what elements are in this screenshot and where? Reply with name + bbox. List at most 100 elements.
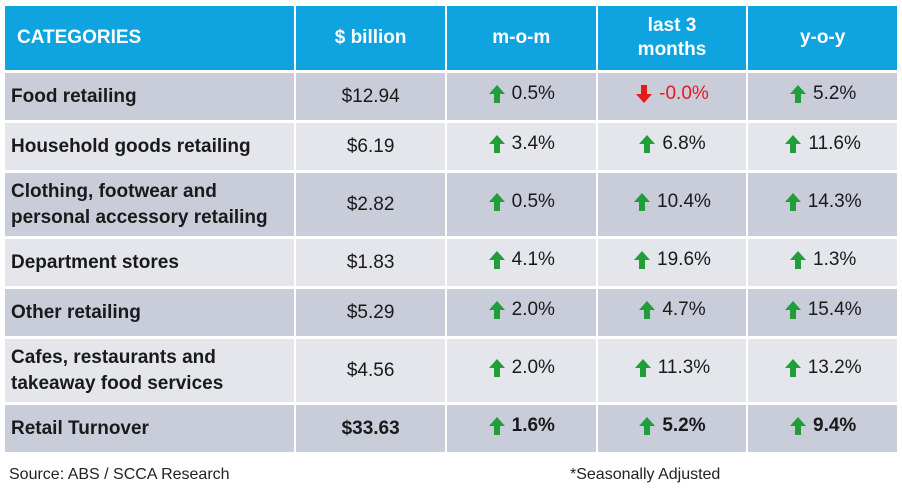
table-body: Food retailing $12.94 0.5% -0.0% 5.2% Househo… <box>5 73 897 452</box>
billion-cell: $33.63 <box>296 405 445 452</box>
billion-cell: $2.82 <box>296 173 445 236</box>
header-mom: m-o-m <box>446 6 596 70</box>
arrow-up-icon <box>638 300 656 320</box>
arrow-up-icon <box>638 134 656 154</box>
mom-cell: 0.5% <box>446 73 596 120</box>
yoy-cell: 15.4% <box>748 289 897 336</box>
yoy-value: 13.2% <box>807 357 862 378</box>
yoy-indicator: 14.3% <box>784 191 862 213</box>
arrow-up-icon <box>488 84 506 104</box>
last3-value: 10.4% <box>657 191 711 212</box>
header-row: CATEGORIES $ billion m-o-m last 3 months… <box>5 6 897 70</box>
billion-cell: $6.19 <box>296 123 445 170</box>
category-cell: Retail Turnover <box>5 405 295 452</box>
arrow-up-icon <box>784 192 802 212</box>
table-row: Department stores $1.83 4.1% 19.6% 1.3% <box>5 239 897 286</box>
billion-cell: $5.29 <box>296 289 445 336</box>
mom-cell: 0.5% <box>446 173 596 236</box>
source-note: Source: ABS / SCCA Research <box>9 466 230 483</box>
yoy-value: 9.4% <box>813 415 857 436</box>
arrow-up-icon <box>488 134 506 154</box>
mom-value: 2.0% <box>511 299 555 320</box>
category-cell: Other retailing <box>5 289 295 336</box>
arrow-up-icon <box>789 84 807 104</box>
yoy-value: 11.6% <box>808 133 861 154</box>
arrow-up-icon <box>634 358 652 378</box>
table-row: Household goods retailing $6.19 3.4% 6.8% 11… <box>5 123 897 170</box>
header-yoy: y-o-y <box>748 6 897 70</box>
category-label: Household goods retailing <box>11 135 251 157</box>
header-last3-line2: months <box>637 39 707 60</box>
mom-cell: 2.0% <box>446 339 596 402</box>
last3-cell: 19.6% <box>597 239 747 286</box>
seasonally-adjusted-note: *Seasonally Adjusted <box>570 466 721 483</box>
mom-cell: 4.1% <box>446 239 596 286</box>
table-row: Cafes, restaurants and takeaway food serv… <box>5 339 897 402</box>
mom-value: 3.4% <box>511 133 555 154</box>
arrow-up-icon <box>638 416 656 436</box>
yoy-indicator: 5.2% <box>789 83 856 105</box>
table-row: Other retailing $5.29 2.0% 4.7% 15.4% <box>5 289 897 336</box>
yoy-value: 1.3% <box>813 249 857 270</box>
billion-cell: $12.94 <box>296 73 445 120</box>
mom-indicator: 3.4% <box>488 133 555 155</box>
yoy-indicator: 9.4% <box>789 415 856 437</box>
last3-indicator: 11.3% <box>634 357 710 379</box>
category-label: takeaway food services <box>11 372 224 394</box>
arrow-up-icon <box>488 358 506 378</box>
mom-value: 0.5% <box>511 191 555 212</box>
arrow-up-icon <box>784 300 802 320</box>
table-row: Clothing, footwear and personal accessory… <box>5 173 897 236</box>
category-label: Other retailing <box>11 301 141 323</box>
billion-cell: $1.83 <box>296 239 445 286</box>
yoy-cell: 9.4% <box>748 405 897 452</box>
arrow-up-icon <box>488 192 506 212</box>
last3-indicator: 6.8% <box>638 133 706 155</box>
yoy-cell: 5.2% <box>748 73 897 120</box>
yoy-cell: 1.3% <box>748 239 897 286</box>
yoy-cell: 14.3% <box>748 173 897 236</box>
billion-cell: $4.56 <box>296 339 445 402</box>
last3-value: 6.8% <box>662 133 706 154</box>
last3-value: 19.6% <box>657 249 711 270</box>
arrow-up-icon <box>488 300 506 320</box>
yoy-cell: 11.6% <box>748 123 897 170</box>
last3-cell: -0.0% <box>597 73 747 120</box>
mom-indicator: 2.0% <box>488 299 555 321</box>
mom-cell: 3.4% <box>446 123 596 170</box>
arrow-up-icon <box>784 134 802 154</box>
last3-value: 5.2% <box>662 415 706 436</box>
header-last-3-months: last 3 months <box>597 6 747 70</box>
last3-cell: 5.2% <box>597 405 747 452</box>
mom-value: 0.5% <box>511 83 555 104</box>
category-cell: Food retailing <box>5 73 295 120</box>
mom-indicator: 0.5% <box>488 191 555 213</box>
last3-cell: 11.3% <box>597 339 747 402</box>
last3-value: 11.3% <box>657 357 711 378</box>
arrow-up-icon <box>789 250 807 270</box>
arrow-up-icon <box>488 250 506 270</box>
yoy-value: 5.2% <box>813 83 857 104</box>
mom-value: 2.0% <box>511 357 555 378</box>
category-cell: Clothing, footwear and personal accessory… <box>5 173 295 236</box>
header-billion: $ billion <box>296 6 445 70</box>
arrow-down-icon <box>635 84 653 104</box>
yoy-indicator: 13.2% <box>784 357 862 379</box>
category-label: Retail Turnover <box>11 417 149 439</box>
last3-cell: 6.8% <box>597 123 747 170</box>
arrow-up-icon <box>488 416 506 436</box>
mom-indicator: 4.1% <box>488 249 555 271</box>
yoy-indicator: 15.4% <box>784 299 862 321</box>
last3-indicator: 10.4% <box>633 191 711 213</box>
yoy-value: 15.4% <box>807 299 862 320</box>
header-categories: CATEGORIES <box>5 6 295 70</box>
mom-indicator: 0.5% <box>488 83 555 105</box>
category-cell: Household goods retailing <box>5 123 295 170</box>
mom-value: 1.6% <box>511 415 555 436</box>
table-row: Food retailing $12.94 0.5% -0.0% 5.2% <box>5 73 897 120</box>
arrow-up-icon <box>784 358 802 378</box>
mom-cell: 1.6% <box>446 405 596 452</box>
category-label: Cafes, restaurants and <box>11 346 216 368</box>
last3-indicator: -0.0% <box>635 83 709 105</box>
header-last3-line1: last 3 <box>647 15 697 36</box>
